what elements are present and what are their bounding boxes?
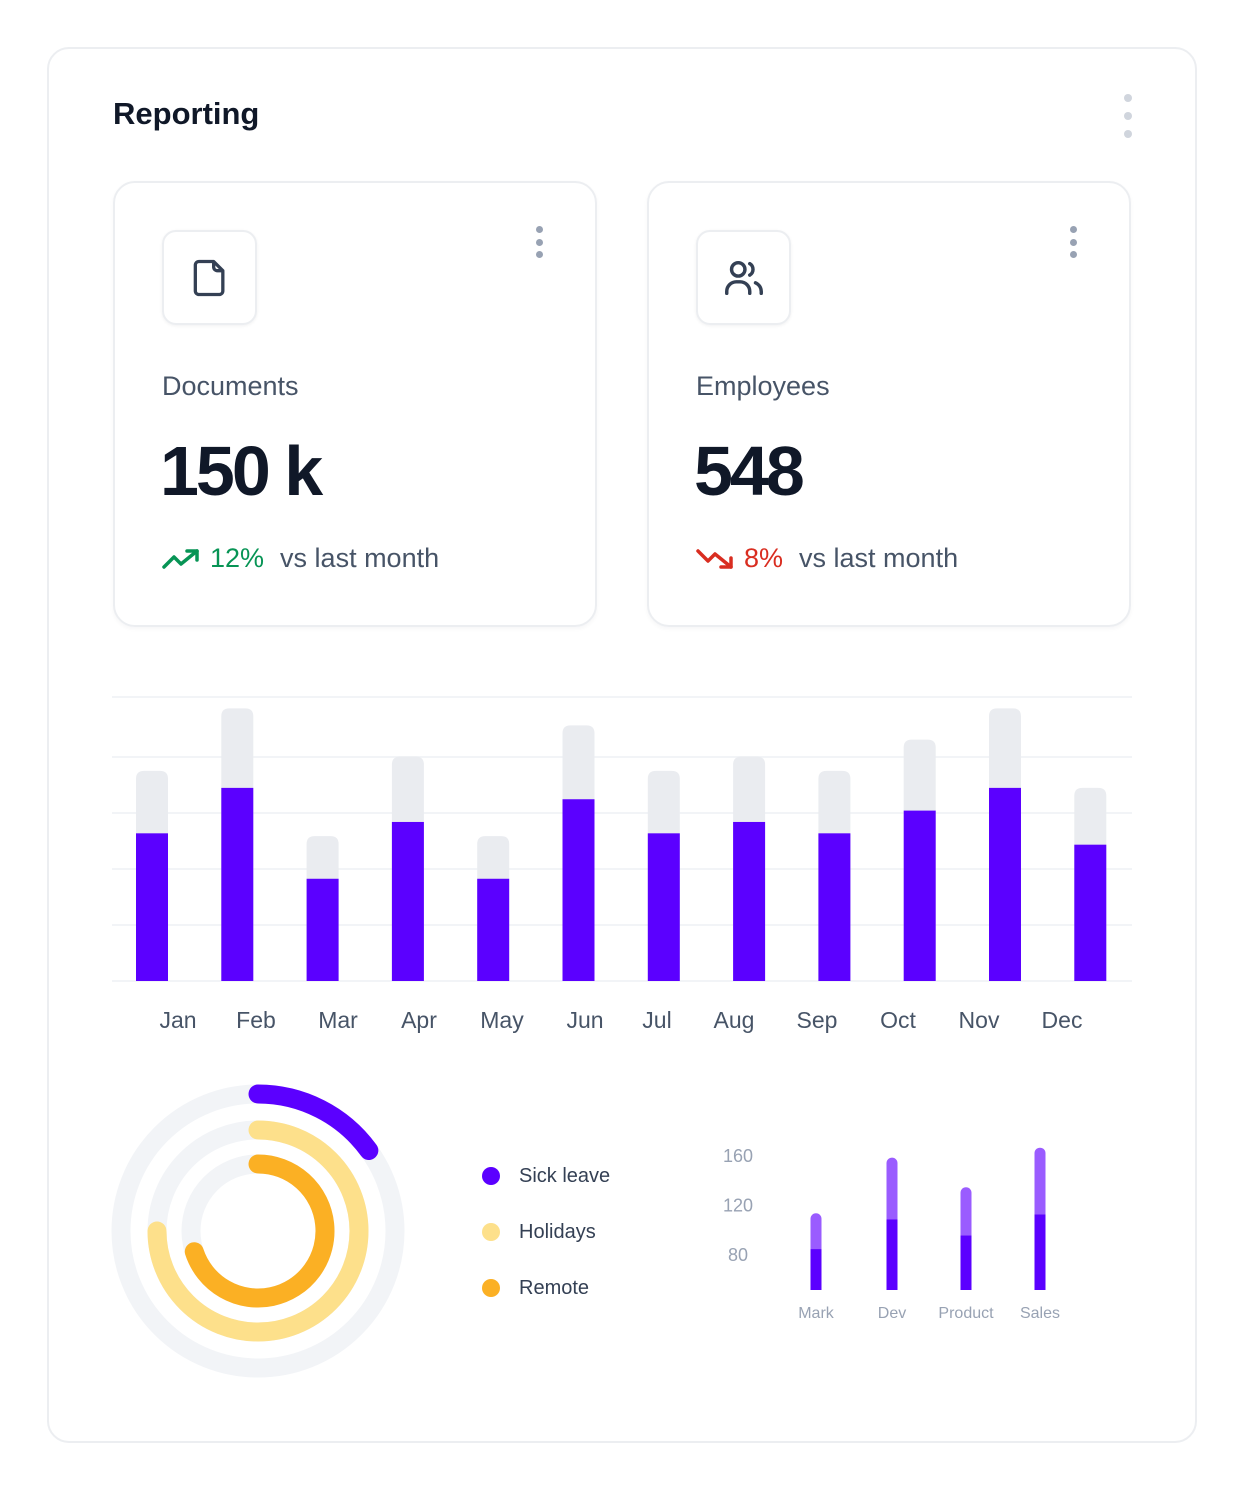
legend-item-holidays: Holidays bbox=[482, 1218, 610, 1246]
bar-value bbox=[391, 821, 424, 981]
x-tick-label: Nov bbox=[959, 1007, 1000, 1033]
stat-card-documents: Documents 150 k 12% vs last month bbox=[113, 181, 597, 627]
legend-label: Holidays bbox=[519, 1220, 596, 1243]
bar-value bbox=[903, 810, 936, 981]
card-more-icon[interactable] bbox=[1067, 226, 1079, 258]
stat-suffix: vs last month bbox=[280, 543, 440, 573]
bar-value bbox=[886, 1219, 898, 1290]
page-title: Reporting bbox=[113, 96, 260, 131]
stat-suffix: vs last month bbox=[799, 543, 959, 573]
x-tick-label: Jun bbox=[566, 1007, 603, 1033]
radial-arc-remote bbox=[184, 1154, 335, 1308]
department-bar-chart: 160 120 80 Mark Dev Product Sales bbox=[723, 1146, 1060, 1322]
radial-arc-sick-leave bbox=[248, 1084, 379, 1160]
stat-label: Employees bbox=[696, 371, 830, 401]
x-tick-label: Feb bbox=[236, 1007, 276, 1033]
bar-value bbox=[1074, 844, 1107, 981]
y-tick-label: 160 bbox=[723, 1146, 753, 1166]
x-tick-label: Mark bbox=[798, 1305, 835, 1322]
x-tick-label: Jul bbox=[642, 1007, 671, 1033]
bar-value bbox=[989, 787, 1021, 981]
bar-value bbox=[733, 821, 766, 981]
legend-label: Sick leave bbox=[519, 1164, 611, 1187]
bar-value bbox=[1034, 1214, 1046, 1290]
x-tick-label: Jan bbox=[159, 1007, 196, 1033]
users-icon bbox=[696, 230, 791, 325]
y-tick-label: 80 bbox=[728, 1245, 748, 1265]
stat-change: 12% bbox=[210, 543, 265, 573]
stat-value: 150 k bbox=[160, 432, 323, 510]
trend-up-icon bbox=[162, 548, 199, 569]
bar-value bbox=[647, 833, 680, 981]
x-tick-label: Mar bbox=[318, 1007, 358, 1033]
x-tick-label: Aug bbox=[714, 1007, 755, 1033]
legend-item-sick-leave: Sick leave bbox=[482, 1162, 610, 1190]
y-tick-label: 120 bbox=[723, 1196, 753, 1216]
bar-value bbox=[477, 878, 510, 981]
bar-value bbox=[306, 878, 339, 981]
x-tick-label: May bbox=[480, 1007, 524, 1033]
monthly-bar-chart: Jan Feb Mar Apr May Jun Jul Aug Sep Oct Nov Dec bbox=[112, 696, 1132, 1033]
document-icon bbox=[162, 230, 257, 325]
x-tick-label: Apr bbox=[401, 1007, 437, 1033]
stat-value: 548 bbox=[694, 432, 805, 510]
radial-arc-holidays bbox=[147, 1120, 369, 1342]
bar-value bbox=[818, 833, 851, 981]
legend-item-remote: Remote bbox=[482, 1274, 610, 1302]
bar-value bbox=[136, 833, 168, 981]
stat-change: 8% bbox=[744, 543, 784, 573]
more-options-icon[interactable] bbox=[1122, 94, 1134, 138]
radial-legend: Sick leave Holidays Remote bbox=[482, 1162, 610, 1330]
stat-label: Documents bbox=[162, 371, 299, 401]
trend-down-icon bbox=[696, 548, 733, 569]
x-tick-label: Oct bbox=[880, 1007, 916, 1033]
x-tick-label: Product bbox=[938, 1305, 994, 1322]
card-more-icon[interactable] bbox=[533, 226, 545, 258]
radial-chart bbox=[111, 1084, 405, 1378]
x-tick-label: Sep bbox=[797, 1007, 838, 1033]
stat-card-employees: Employees 548 8% vs last month bbox=[647, 181, 1131, 627]
stat-trend: 8% vs last month bbox=[696, 543, 958, 574]
x-tick-label: Dec bbox=[1042, 1007, 1083, 1033]
bar-value bbox=[810, 1249, 822, 1290]
bar-value bbox=[562, 799, 595, 981]
bar-value bbox=[960, 1235, 972, 1290]
legend-label: Remote bbox=[519, 1276, 590, 1299]
x-tick-label: Sales bbox=[1020, 1305, 1060, 1322]
x-tick-label: Dev bbox=[878, 1305, 906, 1322]
bar-value bbox=[221, 787, 254, 981]
stat-trend: 12% vs last month bbox=[162, 543, 439, 574]
